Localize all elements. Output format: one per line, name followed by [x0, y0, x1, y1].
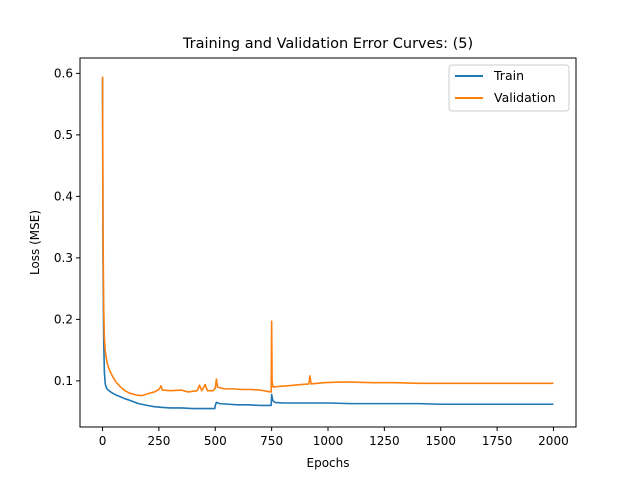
- legend-label-validation: Validation: [494, 90, 556, 105]
- series-line-train: [101, 79, 554, 410]
- x-axis: 0 250 500 750 1000 1250 1500 1750 2000: [99, 427, 569, 448]
- y-tick-label: 0.1: [54, 374, 73, 388]
- x-tick-label: 500: [204, 434, 227, 448]
- y-tick-label: 0.4: [54, 189, 73, 203]
- x-axis-label: Epochs: [307, 456, 350, 470]
- y-tick-label: 0.5: [54, 128, 73, 142]
- x-tick-label: 250: [147, 434, 170, 448]
- y-tick-label: 0.3: [54, 251, 73, 265]
- y-axis-label: Loss (MSE): [28, 210, 42, 275]
- x-tick-label: 1500: [425, 434, 456, 448]
- x-tick-label: 2000: [538, 434, 569, 448]
- x-tick-label: 750: [260, 434, 283, 448]
- y-axis: 0.1 0.2 0.3 0.4 0.5 0.6: [54, 66, 80, 388]
- x-tick-label: 1750: [482, 434, 513, 448]
- series-line-validation: [101, 76, 554, 397]
- legend-label-train: Train: [493, 68, 524, 83]
- x-tick-label: 1250: [369, 434, 400, 448]
- series-layer: [101, 76, 554, 410]
- axes-frame: [79, 57, 577, 428]
- chart-title: Training and Validation Error Curves: (5…: [182, 36, 473, 52]
- x-tick-label: 1000: [313, 434, 344, 448]
- x-tick-label: 0: [99, 434, 107, 448]
- y-tick-label: 0.2: [54, 312, 73, 326]
- legend: Train Validation: [448, 64, 570, 112]
- y-tick-label: 0.6: [54, 66, 73, 80]
